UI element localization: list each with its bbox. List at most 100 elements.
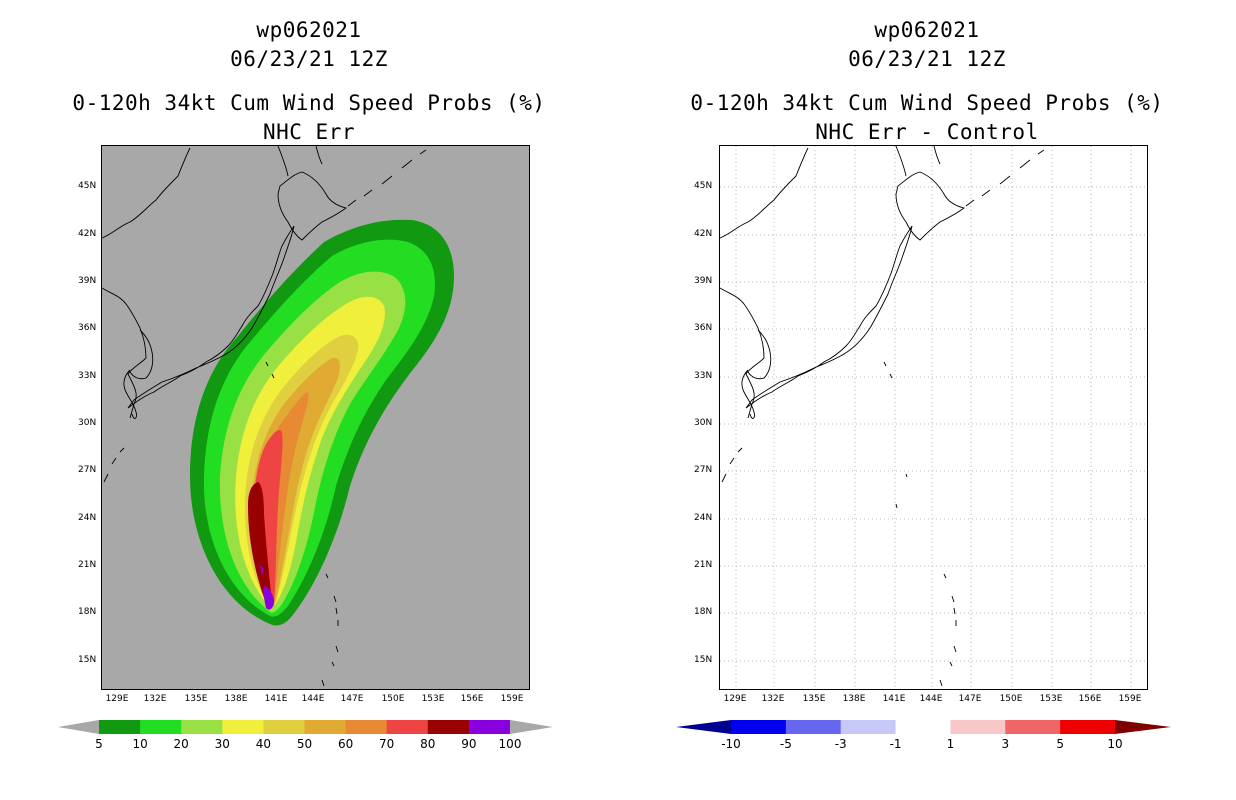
date-title: 06/23/21 12Z [230, 47, 388, 71]
lon-label: 159E [500, 694, 524, 704]
marianas [939, 573, 957, 687]
lon-label: 147E [958, 694, 982, 704]
colorbar-label: 5 [95, 737, 103, 751]
lon-label: 129E [105, 694, 129, 704]
lon-label: 141E [882, 694, 906, 704]
kuril [965, 149, 1045, 207]
lon-label: 138E [842, 694, 866, 704]
colorbar-swatch [99, 720, 141, 734]
lon-label: 141E [264, 694, 288, 704]
colorbar-swatch [950, 720, 1006, 734]
volcano-islands [895, 473, 908, 509]
lat-label: 36N [694, 323, 713, 333]
lon-label: 132E [143, 694, 167, 704]
ryukyu [103, 447, 125, 483]
japan-kyushu [741, 369, 755, 419]
asia-coast [720, 147, 809, 419]
japan-hokkaido [277, 171, 348, 241]
colorbar-label: -1 [889, 737, 902, 751]
japan-hokkaido [895, 171, 966, 241]
colorbar-low-arrow [58, 720, 99, 734]
lon-label: 144E [919, 694, 943, 704]
colorbar-label: 60 [337, 737, 354, 751]
colorbar-low-arrow [676, 720, 731, 734]
lat-label: 21N [694, 560, 713, 570]
korea-coast [129, 329, 154, 380]
izu-islands [883, 361, 893, 379]
date-title: 06/23/21 12Z [848, 47, 1006, 71]
lon-label: 132E [761, 694, 785, 704]
contour-90b [260, 566, 264, 576]
lon-label: 135E [184, 694, 208, 704]
kuril [347, 149, 427, 207]
lon-label: 144E [301, 694, 325, 704]
lon-label: 147E [340, 694, 364, 704]
lat-label: 27N [78, 465, 97, 475]
lat-label: 24N [78, 513, 97, 523]
colorbar-label: 10 [132, 737, 148, 751]
diff-map-svg [720, 146, 1147, 689]
prob-colorbar [58, 720, 553, 734]
diff-colorbar [676, 720, 1171, 734]
colorbar-high-arrow [510, 720, 553, 734]
colorbar-label: 30 [214, 737, 230, 751]
colorbar-label: 70 [379, 737, 395, 751]
colorbar-label: 100 [498, 737, 522, 751]
lon-label: 135E [802, 694, 826, 704]
diff-map [719, 145, 1148, 690]
prob-map [101, 145, 530, 690]
lon-label: 150E [999, 694, 1023, 704]
colorbar-swatch [181, 720, 223, 734]
subtitle: NHC Err [262, 120, 355, 144]
colorbar-swatch [427, 720, 470, 734]
lat-label: 30N [694, 418, 713, 428]
lat-label: 27N [694, 465, 713, 475]
product-title: 0-120h 34kt Cum Wind Speed Probs (%) [72, 91, 546, 115]
prob-panel: wp062021 06/23/21 12Z 0-120h 34kt Cum Wi… [58, 19, 553, 751]
lon-label: 129E [723, 694, 747, 704]
lon-label: 156E [1078, 694, 1102, 704]
japan-kyushu [123, 369, 137, 419]
lon-label: 159E [1118, 694, 1142, 704]
colorbar-swatch [840, 720, 897, 734]
colorbar-label: 40 [255, 737, 272, 751]
lat-label: 36N [78, 323, 97, 333]
lon-label: 156E [460, 694, 484, 704]
lon-label: 150E [381, 694, 405, 704]
colorbar-label: 20 [173, 737, 189, 751]
izu-islands [265, 361, 275, 379]
lat-label: 33N [694, 371, 713, 381]
sakhalin [277, 146, 323, 177]
coastlines [720, 146, 1045, 687]
lon-label: 138E [224, 694, 248, 704]
gridlines [720, 146, 1147, 689]
korea-coast [747, 329, 772, 380]
colorbar-label: 5 [1056, 737, 1064, 751]
lat-label: 45N [78, 181, 97, 191]
lat-label: 21N [78, 560, 97, 570]
colorbar-swatch [345, 720, 388, 734]
colorbar-swatch [468, 720, 511, 734]
lat-label: 15N [694, 655, 713, 665]
colorbar-label: -5 [779, 737, 792, 751]
coastlines [102, 146, 427, 687]
colorbar-swatch [222, 720, 264, 734]
colorbar-label: 3 [1001, 737, 1010, 751]
colorbar-swatch [263, 720, 305, 734]
colorbar-swatch [1060, 720, 1116, 734]
diff-panel: wp062021 06/23/21 12Z 0-120h 34kt Cum Wi… [618, 0, 1236, 800]
lat-label: 39N [78, 276, 97, 286]
product-title: 0-120h 34kt Cum Wind Speed Probs (%) [690, 91, 1164, 115]
lon-label: 153E [1039, 694, 1063, 704]
colorbar-swatch [304, 720, 347, 734]
colorbar-label: 90 [461, 737, 477, 751]
colorbar-label: 50 [296, 737, 313, 751]
colorbar-high-arrow [1115, 720, 1171, 734]
colorbar-swatch [140, 720, 182, 734]
storm-id-title: wp062021 [874, 18, 980, 42]
colorbar-label: 80 [420, 737, 436, 751]
prob-map-svg [102, 146, 454, 687]
colorbar-swatch [1005, 720, 1061, 734]
lat-label: 45N [694, 181, 713, 191]
sakhalin [895, 146, 941, 177]
